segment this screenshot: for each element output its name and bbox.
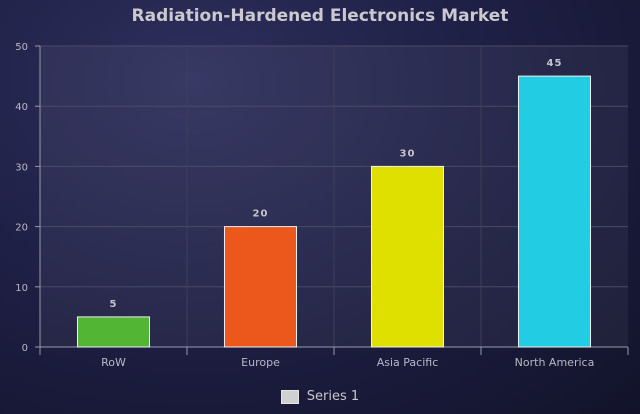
bar-row[interactable] <box>76 316 151 348</box>
bar-north-america[interactable] <box>517 75 592 348</box>
bar-europe[interactable] <box>223 226 298 348</box>
x-tick-label: North America <box>515 356 595 369</box>
data-label: 30 <box>400 148 416 159</box>
y-tick-label: 30 <box>15 162 28 173</box>
x-tick-label: Europe <box>241 356 280 369</box>
y-tick-label: 20 <box>15 223 28 234</box>
legend[interactable]: Series 1 <box>0 389 640 404</box>
bars <box>76 75 592 348</box>
y-tick-label: 10 <box>15 283 28 294</box>
bar-asia-pacific[interactable] <box>370 165 445 348</box>
y-tick-label: 0 <box>22 343 28 354</box>
data-label: 45 <box>547 58 563 69</box>
x-tick-label: Asia Pacific <box>377 356 439 369</box>
legend-swatch <box>280 389 299 404</box>
legend-label-series-1: Series 1 <box>306 389 360 404</box>
chart-title: Radiation-Hardened Electronics Market <box>131 6 509 26</box>
data-label: 5 <box>110 299 118 310</box>
x-tick-label: RoW <box>101 356 126 369</box>
data-label: 20 <box>253 209 269 220</box>
y-tick-label: 40 <box>15 102 28 113</box>
labels: 5 RoW 20 Europe 30 Asia Pacific 45 North Americ… <box>101 58 594 369</box>
y-tick-label: 50 <box>15 42 28 53</box>
